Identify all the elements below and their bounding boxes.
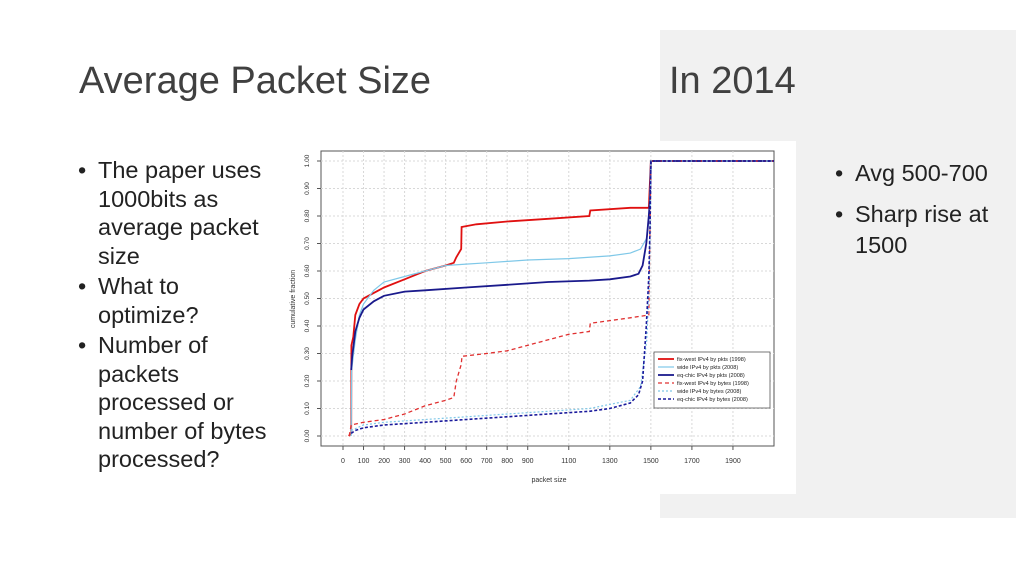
bullet-item: The paper uses 1000bits as average packe… xyxy=(76,156,284,270)
x-tick-label: 1100 xyxy=(561,458,576,465)
y-tick-label: 0.90 xyxy=(304,182,311,195)
series-line xyxy=(348,160,774,437)
y-tick-label: 0.20 xyxy=(304,374,311,387)
x-tick-label: 900 xyxy=(522,458,534,465)
right-column-title: In 2014 xyxy=(669,60,796,102)
x-tick-label: 0 xyxy=(341,458,345,465)
x-tick-label: 1700 xyxy=(684,458,700,465)
series-line xyxy=(350,160,774,434)
x-tick-label: 500 xyxy=(440,458,452,465)
legend-label: wide IPv4 by bytes (2008) xyxy=(676,389,741,395)
x-tick-label: 600 xyxy=(460,458,472,465)
x-tick-label: 1500 xyxy=(643,458,659,465)
bullet-item: Avg 500-700 xyxy=(833,158,1013,189)
y-axis-label: cumulative fraction xyxy=(290,270,297,328)
legend-label: eq-chic IPv4 by pkts (2008) xyxy=(677,373,745,379)
x-tick-label: 1900 xyxy=(725,458,741,465)
y-tick-label: 0.00 xyxy=(304,429,311,442)
y-tick-label: 0.80 xyxy=(304,209,311,222)
series-lines xyxy=(348,160,774,437)
series-line xyxy=(350,160,774,432)
x-tick-label: 700 xyxy=(481,458,493,465)
legend-label: fix-west IPv4 by pkts (1998) xyxy=(677,357,746,363)
y-tick-label: 0.30 xyxy=(304,347,311,360)
legend: fix-west IPv4 by pkts (1998) wide IPv4 by… xyxy=(653,351,771,409)
bullet-item: Sharp rise at 1500 xyxy=(833,199,1013,261)
x-tick-label: 400 xyxy=(419,458,431,465)
bullet-item: What to optimize? xyxy=(76,272,284,329)
cdf-chart: 0.00 0.10 0.20 0.30 0.40 0.50 0.60 0.70 0.80 0.90… xyxy=(284,141,796,494)
left-bullet-list: The paper uses 1000bits as average packe… xyxy=(76,156,284,476)
x-tick-label: 200 xyxy=(378,458,390,465)
y-tick-label: 1.00 xyxy=(304,154,311,167)
series-line xyxy=(350,160,774,371)
bullet-item: Number of packets processed or number of… xyxy=(76,331,284,474)
x-axis: 0 100 200 300 400 500 600 700 800 900 1100 1300 1500… xyxy=(341,446,741,465)
x-axis-label: packet size xyxy=(531,477,566,484)
y-tick-label: 0.10 xyxy=(304,402,311,415)
legend-label: fix-west IPv4 by bytes (1998) xyxy=(677,381,749,387)
y-tick-label: 0.60 xyxy=(304,264,311,277)
y-axis: 0.00 0.10 0.20 0.30 0.40 0.50 0.60 0.70 0.80 0.90… xyxy=(304,154,321,442)
chart-svg: 0.00 0.10 0.20 0.30 0.40 0.50 0.60 0.70 0.80 0.90… xyxy=(290,150,775,484)
slide-title: Average Packet Size xyxy=(79,60,432,102)
x-tick-label: 300 xyxy=(399,458,411,465)
legend-label: eq-chic IPv4 by bytes (2008) xyxy=(677,397,748,403)
y-tick-label: 0.70 xyxy=(304,237,311,250)
series-line xyxy=(348,160,774,437)
x-tick-label: 100 xyxy=(358,458,370,465)
y-tick-label: 0.40 xyxy=(304,319,311,332)
y-tick-label: 0.50 xyxy=(304,292,311,305)
x-tick-label: 1300 xyxy=(602,458,618,465)
legend-label: wide IPv4 by pkts (2008) xyxy=(676,365,738,371)
series-line xyxy=(350,160,774,437)
right-bullet-list: Avg 500-700 Sharp rise at 1500 xyxy=(833,158,1013,271)
x-tick-label: 800 xyxy=(501,458,513,465)
